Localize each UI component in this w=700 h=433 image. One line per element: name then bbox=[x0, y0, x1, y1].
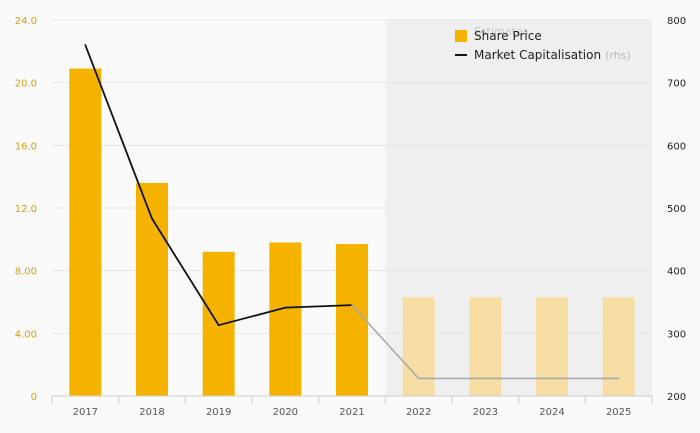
x-tick-label: 2018 bbox=[139, 407, 164, 418]
x-tick-label: 2023 bbox=[473, 407, 498, 418]
x-tick-label: 2019 bbox=[206, 407, 231, 418]
x-tick-label: 2022 bbox=[406, 407, 431, 418]
line-segment-market-cap bbox=[284, 304, 353, 309]
y-left-tick-label: 4.00 bbox=[15, 329, 37, 340]
y-right-tick-label: 800 bbox=[667, 16, 686, 27]
x-tick-label: 2025 bbox=[606, 407, 631, 418]
bar-share-price-2020 bbox=[269, 242, 302, 396]
legend: Estimates Share Price Market Capitalisat… bbox=[455, 25, 631, 62]
axes: 2017 2018 2019 2020 2021 2022 2023 2024 2025 0 4.0… bbox=[15, 16, 686, 418]
bar-share-price-2021 bbox=[336, 244, 368, 396]
y-left-tick-label: 16.0 bbox=[15, 141, 37, 152]
y-right-tick-label: 400 bbox=[667, 267, 686, 278]
line-series bbox=[84, 44, 620, 380]
bar-share-price-2023 bbox=[469, 297, 502, 396]
bar-share-price-2017 bbox=[69, 68, 102, 397]
x-tick-label: 2024 bbox=[539, 407, 564, 418]
bar-share-price-2024 bbox=[536, 297, 568, 396]
legend-label-share-price: Share Price bbox=[474, 29, 542, 43]
estimates-label: Estimates bbox=[474, 25, 529, 38]
legend-label-market-cap: Market Capitalisation (rhs) bbox=[474, 48, 631, 62]
legend-swatch-share-price bbox=[455, 30, 467, 42]
bar-share-price-2022 bbox=[402, 297, 435, 396]
bar-share-price-2025 bbox=[602, 297, 635, 396]
y-left-tick-label: 0 bbox=[31, 392, 37, 403]
y-left-tick-label: 20.0 bbox=[15, 79, 37, 90]
legend-label-market-cap-name: Market Capitalisation bbox=[474, 48, 601, 62]
x-tick-label: 2021 bbox=[339, 407, 364, 418]
x-tick-label: 2020 bbox=[273, 407, 298, 418]
line-segment-market-cap bbox=[217, 306, 287, 327]
y-left-tick-label: 12.0 bbox=[15, 204, 37, 215]
y-right-tick-label: 200 bbox=[667, 392, 686, 403]
line-segment-market-cap bbox=[351, 304, 420, 380]
y-left-tick-label: 8.00 bbox=[15, 267, 37, 278]
y-right-tick-label: 600 bbox=[667, 141, 686, 152]
x-tick-label: 2017 bbox=[73, 407, 98, 418]
y-right-tick-label: 300 bbox=[667, 329, 686, 340]
bar-share-price-2018 bbox=[136, 182, 168, 396]
y-right-tick-label: 700 bbox=[667, 79, 686, 90]
y-right-tick-label: 500 bbox=[667, 204, 686, 215]
y-left-tick-label: 24.0 bbox=[15, 16, 37, 27]
line-segment-market-cap bbox=[84, 44, 153, 220]
line-segment-market-cap bbox=[151, 217, 220, 327]
legend-label-rhs: (rhs) bbox=[605, 49, 631, 62]
bars bbox=[69, 68, 635, 397]
